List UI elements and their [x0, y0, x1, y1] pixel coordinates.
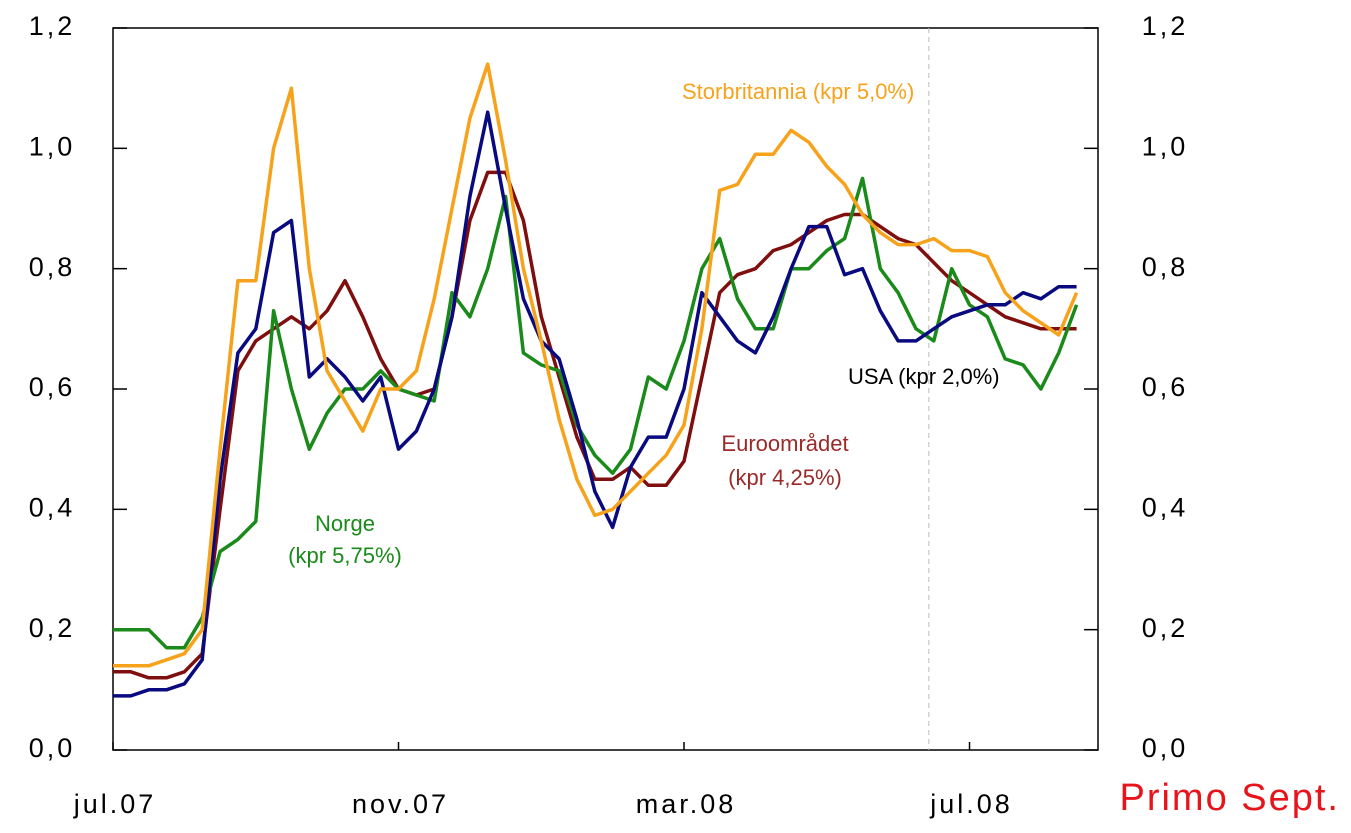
y2-tick-label: 0,0: [1142, 733, 1189, 763]
y-tick-label: 0,0: [29, 733, 76, 763]
series-label: (kpr 5,75%): [288, 543, 402, 568]
y-tick-label: 1,0: [29, 131, 76, 161]
y-tick-label: 0,4: [29, 492, 76, 522]
y-tick-label: 1,2: [29, 11, 76, 41]
series-label: Norge: [315, 511, 375, 536]
series-label: Storbritannia (kpr 5,0%): [682, 79, 914, 104]
x-tick-label: jul.08: [929, 789, 1013, 819]
y-tick-label: 0,2: [29, 613, 76, 643]
y2-tick-label: 0,2: [1142, 613, 1189, 643]
series-label: (kpr 4,25%): [728, 465, 842, 490]
annotation: Primo Sept.: [1119, 777, 1340, 819]
series-line: [113, 62, 1079, 668]
series-line: [113, 170, 1077, 680]
x-tick-label: mar.08: [636, 789, 737, 819]
x-tick-label: nov.07: [352, 789, 449, 819]
series-label: Euroområdet: [721, 431, 848, 456]
y-tick-label: 0,6: [29, 372, 76, 402]
series-label: USA (kpr 2,0%): [848, 364, 1000, 389]
series-line: [113, 110, 1077, 698]
y2-tick-label: 0,8: [1142, 252, 1189, 282]
x-tick-label: jul.07: [73, 789, 157, 819]
y2-tick-label: 1,2: [1142, 11, 1189, 41]
y2-tick-label: 0,6: [1142, 372, 1189, 402]
y-tick-label: 0,8: [29, 252, 76, 282]
y2-tick-label: 1,0: [1142, 131, 1189, 161]
series-line: [113, 176, 1079, 650]
y2-tick-label: 0,4: [1142, 492, 1189, 522]
plot-frame: [112, 27, 1099, 751]
